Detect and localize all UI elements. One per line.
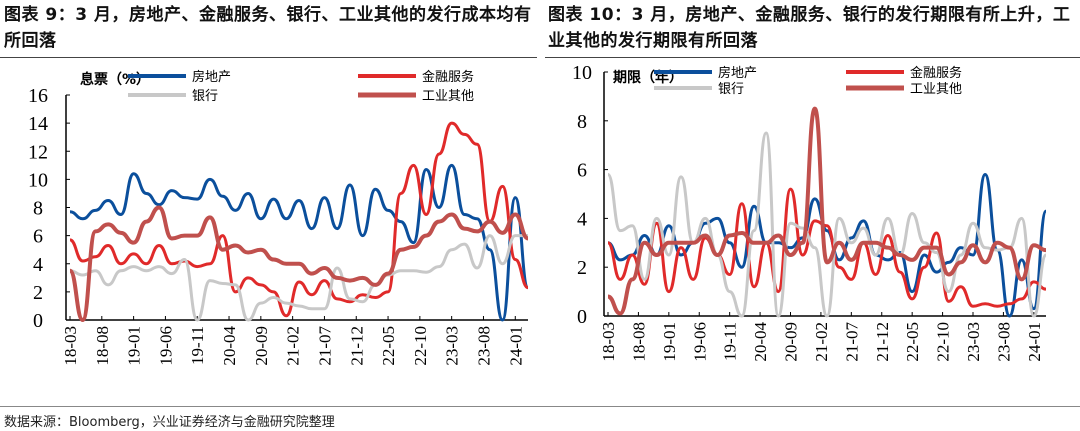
title-rule-right <box>545 57 1080 58</box>
title-rule-left <box>0 57 537 58</box>
x-tick-label: 19-01 <box>125 326 144 366</box>
legend-label: 金融服务 <box>910 65 962 81</box>
y-tick-label: 16 <box>28 85 48 107</box>
series-line-4 <box>68 205 529 322</box>
legend-label: 工业其他 <box>910 82 962 97</box>
legend-label: 银行 <box>718 82 744 97</box>
x-tick-label: 22-10 <box>411 326 430 366</box>
x-tick-label: 20-04 <box>751 322 770 362</box>
series-line-3 <box>69 234 529 322</box>
x-tick-label: 21-07 <box>842 322 861 362</box>
x-tick-label: 19-06 <box>156 326 175 366</box>
x-tick-label: 23-03 <box>443 326 462 366</box>
y-tick-label: 0 <box>33 310 43 332</box>
y-tick-label: 6 <box>33 226 43 248</box>
footer-rule <box>0 406 1080 407</box>
x-tick-label: 21-02 <box>812 322 831 362</box>
x-tick-label: 19-01 <box>660 322 679 362</box>
x-tick-label: 24-01 <box>1025 322 1044 362</box>
x-tick-label: 24-01 <box>506 326 525 366</box>
legend-label: 房地产 <box>192 69 231 85</box>
x-tick-label: 21-02 <box>284 326 303 366</box>
y-tick-label: 10 <box>28 169 48 191</box>
y-tick-label: 8 <box>577 111 587 133</box>
x-tick-label: 23-08 <box>474 326 493 366</box>
x-tick-label: 21-07 <box>315 326 334 366</box>
series-line-4 <box>607 106 1047 316</box>
y-tick-label: 0 <box>577 306 587 328</box>
legend-label: 金融服务 <box>422 69 474 85</box>
x-tick-label: 22-05 <box>379 326 398 366</box>
series-line-2 <box>69 121 529 318</box>
y-tick-label: 6 <box>577 160 587 182</box>
legend-label: 房地产 <box>718 65 757 81</box>
source-footer: 数据来源：Bloomberg，兴业证券经济与金融研究院整理 <box>4 415 335 430</box>
y-tick-label: 14 <box>28 113 48 135</box>
chart-title-right: 图表 10：3 月，房地产、金融服务、银行的发行期限有所上升，工业其他的发行期限… <box>548 5 1071 51</box>
y-axis-label: 息票（%） <box>80 71 150 88</box>
x-tick-label: 18-03 <box>599 322 618 362</box>
legend-label: 工业其他 <box>422 89 474 104</box>
x-tick-label: 18-08 <box>629 322 648 362</box>
x-tick-label: 20-09 <box>252 326 271 366</box>
y-tick-label: 4 <box>577 208 587 230</box>
x-tick-label: 18-03 <box>61 326 80 366</box>
chart-title-left: 图表 9：3 月，房地产、金融服务、银行、工业其他的发行成本均有所回落 <box>4 5 532 51</box>
y-tick-label: 8 <box>33 198 43 220</box>
x-tick-label: 21-12 <box>347 326 366 366</box>
series-line-3 <box>606 131 1048 318</box>
chart-1: 0 2 4 6 8 10 12 14 16 18-03 18-08 19-01 19-06 19-11 20… <box>28 69 530 366</box>
x-tick-label: 18-08 <box>93 326 112 366</box>
x-tick-label: 23-08 <box>994 322 1013 362</box>
x-tick-label: 19-06 <box>690 322 709 362</box>
y-tick-label: 10 <box>572 62 592 84</box>
y-tick-label: 2 <box>577 257 587 279</box>
x-tick-label: 19-11 <box>721 322 740 361</box>
x-tick-label: 21-12 <box>873 322 892 362</box>
legend-label: 银行 <box>192 89 218 104</box>
x-tick-label: 20-04 <box>220 326 239 366</box>
series-line-1 <box>607 172 1048 318</box>
x-tick-label: 23-03 <box>964 322 983 362</box>
series-line-1 <box>69 163 530 322</box>
x-tick-label: 19-11 <box>188 326 207 365</box>
y-tick-label: 4 <box>33 254 43 276</box>
y-tick-label: 2 <box>33 282 43 304</box>
x-tick-label: 22-05 <box>903 322 922 362</box>
y-tick-label: 12 <box>28 141 48 163</box>
x-tick-label: 22-10 <box>934 322 953 362</box>
chart-2: 0 2 4 6 8 10 18-03 18-08 19-01 19-06 19-11 20-04 20-… <box>572 62 1048 362</box>
x-tick-label: 20-09 <box>782 322 801 362</box>
